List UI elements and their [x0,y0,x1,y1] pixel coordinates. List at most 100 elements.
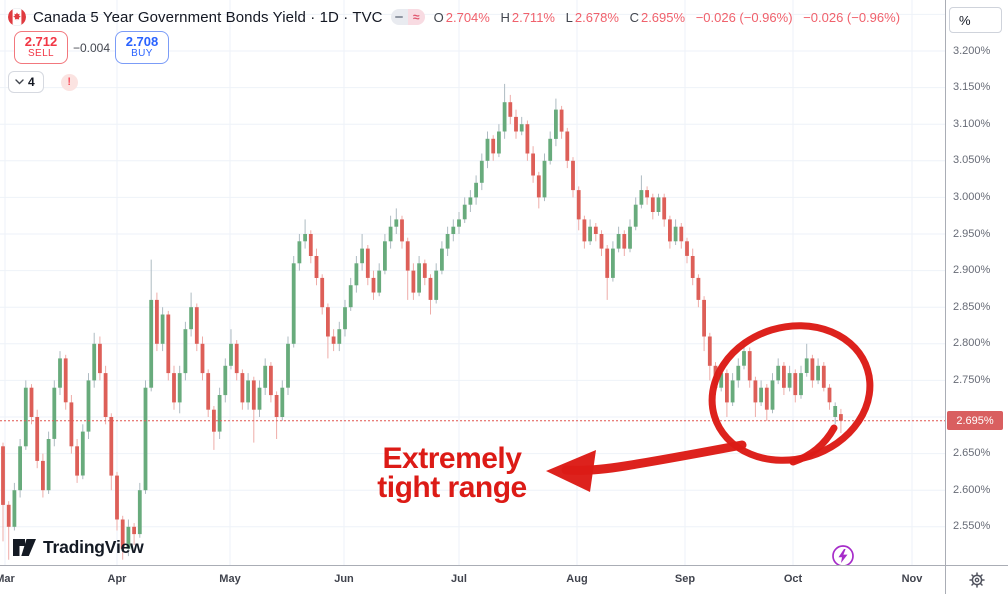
candle[interactable] [394,208,399,234]
candle[interactable] [747,347,752,388]
candle[interactable] [525,120,530,161]
candle[interactable] [411,263,416,300]
candle[interactable] [628,219,632,253]
candle[interactable] [143,380,148,494]
candle[interactable] [713,362,718,395]
candle[interactable] [793,369,798,403]
candle[interactable] [303,219,307,249]
candle[interactable] [428,274,433,315]
candle[interactable] [200,336,205,381]
candle[interactable] [445,226,450,256]
candle[interactable] [764,384,769,421]
candle[interactable] [263,358,268,395]
candle[interactable] [599,230,604,256]
candle[interactable] [274,391,279,439]
candle[interactable] [730,373,735,406]
candle[interactable] [593,223,598,242]
candle[interactable] [816,358,820,385]
alert-badge[interactable]: ! [60,73,78,91]
candle[interactable] [821,362,826,392]
tradingview-logo[interactable]: TradingView [12,536,144,559]
candle[interactable] [531,146,535,183]
candle[interactable] [742,340,746,370]
candle[interactable] [502,83,507,139]
time-axis[interactable]: Mar Apr May Jun Jul Aug Sep Oct Nov [0,566,945,594]
candle[interactable] [650,193,655,220]
candle[interactable] [554,98,558,147]
instant-order-badge[interactable] [831,544,855,573]
candle[interactable] [223,358,228,403]
candle[interactable] [149,259,154,392]
candle[interactable] [707,332,712,381]
price-unit-button[interactable]: % [949,7,1002,33]
approx-values-icon[interactable]: ≈ [407,9,425,25]
candle[interactable] [679,223,684,249]
candle[interactable] [417,256,421,297]
candle[interactable] [297,234,302,271]
candle[interactable] [177,365,182,414]
candle[interactable] [92,332,97,388]
candle[interactable] [576,186,581,231]
candlestick-chart[interactable] [0,0,945,566]
candle[interactable] [736,358,741,388]
candle[interactable] [18,439,22,498]
candle[interactable] [229,329,233,370]
candle[interactable] [622,230,627,256]
candle[interactable] [611,241,615,282]
candle[interactable] [348,277,353,311]
candle[interactable] [753,376,758,417]
candle[interactable] [155,292,159,352]
candle[interactable] [787,365,792,392]
hide-indicator-icon[interactable] [390,9,408,25]
candle[interactable] [804,343,809,377]
candle[interactable] [770,373,775,414]
candle[interactable] [98,336,102,381]
candle[interactable] [58,351,62,395]
candle[interactable] [137,482,142,538]
candle[interactable] [605,245,610,300]
candle[interactable] [782,362,786,395]
candle[interactable] [377,263,382,297]
candle[interactable] [690,248,695,286]
candle[interactable] [776,358,781,385]
candle[interactable] [29,384,34,425]
candle[interactable] [257,380,262,417]
candle[interactable] [702,296,706,352]
candle[interactable] [331,329,336,352]
candle[interactable] [662,193,667,227]
candle[interactable] [160,307,165,352]
candle[interactable] [719,365,724,392]
candle[interactable] [485,131,490,169]
candle[interactable] [63,354,68,410]
axis-settings-corner[interactable] [946,566,1008,594]
candle[interactable] [314,248,319,286]
candle[interactable] [725,369,729,417]
candle[interactable] [75,439,79,483]
candle[interactable] [206,369,211,417]
candle[interactable] [434,263,439,304]
symbol-title[interactable]: Canada 5 Year Government Bonds Yield · 1… [33,8,383,26]
candle[interactable] [536,171,541,209]
candle[interactable] [189,292,193,337]
candle[interactable] [126,519,131,557]
candle[interactable] [212,406,216,450]
candle[interactable] [115,471,119,531]
candle[interactable] [103,365,108,425]
candle[interactable] [69,395,74,454]
candle[interactable] [479,153,484,191]
drawings-count-chip[interactable]: 4 [8,71,44,93]
candle[interactable] [582,215,587,249]
candle[interactable] [354,256,359,293]
candle[interactable] [508,94,513,125]
candle[interactable] [474,175,478,205]
candle[interactable] [246,373,250,410]
candle[interactable] [633,197,638,231]
candle[interactable] [286,336,290,396]
candle[interactable] [6,501,11,560]
candle[interactable] [337,321,342,352]
candle[interactable] [759,380,763,406]
candle[interactable] [468,190,473,212]
candle[interactable] [343,299,347,337]
candle[interactable] [588,219,592,245]
candle[interactable] [46,431,51,494]
